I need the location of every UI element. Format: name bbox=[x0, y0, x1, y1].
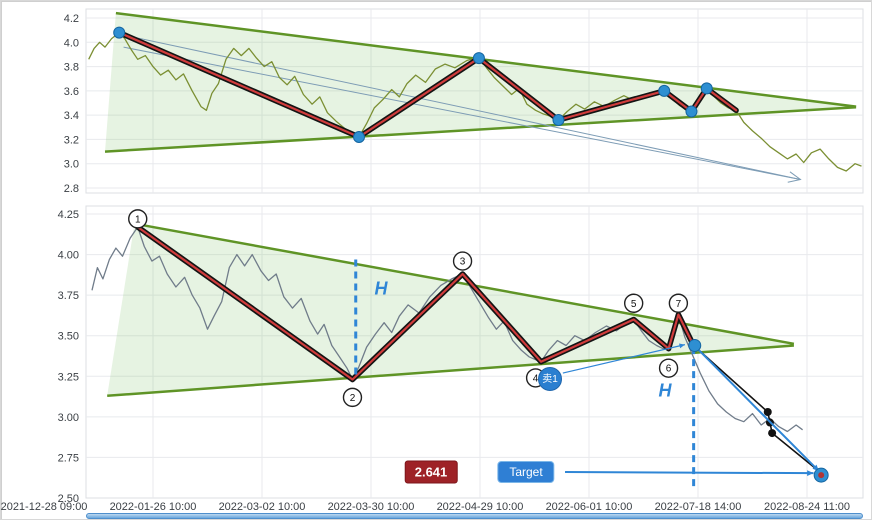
x-tick-label: 2021-12-28 09:00 bbox=[1, 501, 87, 513]
pivot-number-circle bbox=[342, 387, 363, 408]
target-point-center bbox=[818, 472, 825, 479]
projection-line bbox=[123, 46, 801, 180]
pivot-dot bbox=[685, 105, 698, 118]
zigzag-line bbox=[136, 225, 695, 381]
y-tick-label: 4.2 bbox=[64, 13, 79, 25]
wedge-fill bbox=[105, 13, 857, 152]
y-tick-label: 2.50 bbox=[58, 493, 79, 505]
sell-signal-badge: 卖1 bbox=[538, 367, 562, 391]
y-tick-label: 3.50 bbox=[58, 331, 79, 343]
y-tick-label: 3.4 bbox=[64, 110, 79, 122]
pivot-number-label: 4 bbox=[533, 373, 539, 384]
pivot-number-label: 1 bbox=[135, 214, 141, 225]
pivot-dot bbox=[700, 82, 713, 95]
x-tick-label: 2022-06-01 10:00 bbox=[546, 501, 633, 513]
measure-value-box: 2.641 bbox=[404, 460, 458, 484]
chart-content-upper-panel bbox=[88, 11, 862, 183]
x-tick-label: 2022-07-18 14:00 bbox=[655, 501, 742, 513]
wedge-fill bbox=[107, 223, 794, 396]
x-tick-label: 2022-03-02 10:00 bbox=[219, 501, 306, 513]
x-tick-label: 2022-01-26 10:00 bbox=[110, 501, 197, 513]
x-axis-scrollbar[interactable] bbox=[86, 513, 863, 519]
pivot-dot bbox=[472, 52, 485, 65]
sell-arrow-line bbox=[562, 344, 686, 374]
pivot-dot bbox=[552, 114, 565, 126]
wedge-lower-trendline bbox=[104, 106, 857, 153]
y-tick-label: 3.2 bbox=[64, 134, 79, 146]
pivot-number-label: 6 bbox=[666, 364, 672, 375]
y-tick-label: 3.75 bbox=[58, 290, 79, 302]
pivot-dot bbox=[113, 26, 126, 39]
height-label-1: H bbox=[374, 278, 388, 299]
pivot-dot bbox=[658, 84, 671, 97]
y-tick-label: 2.75 bbox=[58, 452, 79, 464]
pivot-number-circle bbox=[128, 209, 148, 229]
y-tick-label: 3.25 bbox=[58, 371, 79, 383]
pivot-number-label: 2 bbox=[350, 393, 356, 404]
sell-point-dot bbox=[688, 338, 702, 352]
wedge-lower-trendline bbox=[107, 344, 794, 398]
black-dot bbox=[763, 407, 772, 416]
y-tick-label: 4.0 bbox=[64, 37, 79, 49]
y-tick-label: 4.25 bbox=[58, 209, 79, 221]
target-arrow-line bbox=[565, 471, 814, 475]
y-tick-label: 2.8 bbox=[64, 183, 79, 195]
pivot-number-label: 3 bbox=[460, 257, 466, 268]
pivot-number-label: 7 bbox=[676, 299, 682, 310]
y-tick-label: 3.8 bbox=[64, 62, 79, 74]
plot-area-upper-panel bbox=[85, 8, 864, 194]
decline-blue-line bbox=[695, 346, 820, 472]
pivot-number-circle bbox=[658, 358, 679, 378]
y-tick-label: 3.00 bbox=[58, 412, 79, 424]
y-tick-label: 3.0 bbox=[64, 159, 79, 171]
x-tick-label: 2022-04-29 10:00 bbox=[437, 501, 524, 513]
black-dot bbox=[768, 429, 777, 438]
chart-content-lower-panel: 1 2 3 4 5 6 7 bbox=[91, 209, 829, 487]
target-button[interactable]: Target bbox=[497, 461, 555, 483]
pivot-number-circle bbox=[668, 293, 689, 313]
pivot-number-label: 5 bbox=[631, 299, 637, 310]
projection-line bbox=[123, 34, 801, 180]
x-tick-label: 2022-03-30 10:00 bbox=[328, 501, 415, 513]
wedge-upper-trendline bbox=[115, 11, 857, 108]
pivot-dot bbox=[353, 131, 366, 143]
y-tick-label: 4.00 bbox=[58, 250, 79, 262]
pivot-number-circle bbox=[623, 293, 644, 313]
pivot-number-circle bbox=[452, 251, 473, 271]
height-label-2: H bbox=[658, 380, 672, 401]
x-tick-label: 2022-08-24 11:00 bbox=[764, 501, 850, 513]
y-tick-label: 3.6 bbox=[64, 86, 79, 98]
